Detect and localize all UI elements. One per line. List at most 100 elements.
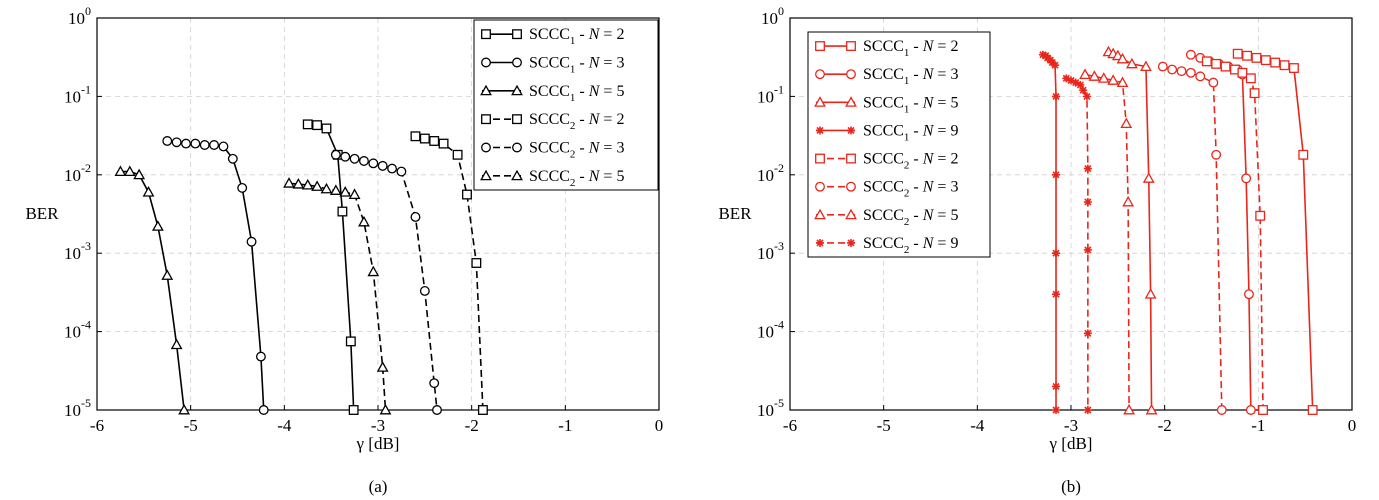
x-tick-label: -5 — [877, 416, 891, 435]
marker-triangle — [311, 180, 324, 191]
marker-star — [1038, 50, 1047, 59]
series-sccc2-n-5 — [283, 177, 392, 415]
series-sccc1-n-2 — [1232, 48, 1318, 415]
marker-square — [1237, 67, 1248, 78]
marker-triangle — [142, 186, 155, 197]
x-tick-label: -4 — [277, 416, 292, 435]
series-line — [1206, 60, 1264, 411]
legend-label: SCCC1 - N = 3 — [529, 55, 624, 76]
marker-triangle — [1142, 172, 1155, 183]
legend-label: SCCC1 - N = 3 — [863, 66, 958, 87]
marker-circle — [1244, 289, 1254, 300]
marker-circle — [377, 160, 388, 171]
legend-label: SCCC2 - N = 2 — [863, 151, 958, 172]
series-sccc1-n-5 — [114, 165, 191, 415]
marker-square — [1307, 405, 1318, 415]
marker-square — [846, 41, 856, 52]
marker-triangle — [283, 177, 295, 188]
marker-square — [481, 29, 491, 40]
marker-square — [1255, 210, 1266, 221]
series-line — [1190, 53, 1252, 411]
marker-star — [1051, 61, 1060, 70]
marker-circle — [227, 153, 238, 164]
marker-circle — [209, 140, 220, 150]
marker-star — [1052, 290, 1061, 299]
chart-panel-b: -6 -5 -4 -3 -2 -1 0 100 10-1 10-2 10-3 10-4 10-5 BER γ… — [718, 4, 1356, 496]
x-tick-label: -2 — [1158, 416, 1172, 435]
marker-square — [1298, 149, 1309, 160]
series-sccc2-n-3 — [330, 149, 442, 415]
legend-label: SCCC2 - N = 2 — [529, 111, 624, 132]
x-tick-label: 0 — [1348, 416, 1357, 435]
marker-circle — [162, 136, 173, 146]
legend-label: SCCC2 - N = 5 — [863, 207, 958, 228]
series-sccc2-n-2 — [1201, 56, 1268, 415]
marker-square — [1279, 60, 1290, 71]
marker-circle — [396, 166, 407, 177]
marker-square — [302, 119, 313, 130]
x-tick-label: -1 — [558, 416, 572, 435]
marker-star — [847, 238, 855, 247]
marker-triangle — [480, 84, 492, 96]
marker-triangle — [170, 338, 183, 350]
x-tick-label: -6 — [90, 416, 104, 435]
series-line — [120, 170, 185, 411]
marker-triangle — [1107, 74, 1120, 85]
marker-triangle — [161, 269, 174, 280]
legend-label: SCCC2 - N = 3 — [529, 140, 624, 161]
marker-triangle — [1123, 403, 1135, 415]
marker-triangle — [301, 178, 314, 190]
marker-star — [847, 126, 855, 135]
marker-circle — [387, 163, 398, 174]
marker-square — [462, 189, 472, 200]
marker-circle — [1185, 67, 1196, 78]
marker-circle — [349, 153, 360, 164]
marker-circle — [1208, 77, 1219, 88]
y-tick-label: 10-3 — [64, 239, 91, 263]
marker-square — [429, 136, 440, 146]
marker-circle — [429, 378, 440, 389]
marker-circle — [246, 236, 257, 247]
marker-square — [1232, 48, 1243, 59]
marker-square — [471, 258, 482, 268]
series-line — [1042, 53, 1057, 410]
legend-label: SCCC1 - N = 2 — [863, 38, 958, 59]
marker-circle — [181, 138, 191, 149]
series-sccc1-n-2 — [302, 119, 359, 415]
marker-triangle — [511, 169, 523, 181]
x-tick-label: -3 — [371, 416, 385, 435]
legend-box — [807, 31, 991, 258]
legend-item: SCCC2 - N = 5 — [480, 168, 624, 189]
marker-square — [1201, 56, 1212, 67]
series-line — [1162, 65, 1223, 411]
series-line — [167, 140, 265, 411]
marker-triangle — [1116, 76, 1129, 88]
marker-square — [846, 153, 856, 164]
y-tick-label: 10-5 — [64, 396, 91, 420]
y-axis-label: BER — [25, 204, 59, 223]
marker-star — [816, 238, 824, 247]
marker-square — [321, 123, 332, 134]
marker-triangle — [1125, 57, 1138, 69]
marker-triangle — [1116, 52, 1129, 64]
marker-star — [1052, 406, 1061, 414]
marker-triangle — [292, 178, 305, 189]
marker-star — [1076, 80, 1085, 89]
marker-circle — [1157, 61, 1168, 72]
marker-square — [452, 149, 463, 160]
marker-star — [1067, 76, 1075, 85]
legend-label: SCCC1 - N = 5 — [529, 83, 624, 104]
marker-triangle — [348, 188, 361, 199]
legend-item: SCCC2 - N = 5 — [814, 207, 958, 228]
marker-triangle — [329, 184, 342, 195]
series-sccc2-n-9 — [1062, 74, 1092, 414]
marker-triangle — [845, 208, 857, 220]
series-sccc1-n-3 — [162, 136, 269, 415]
marker-square — [348, 405, 359, 415]
marker-square — [477, 405, 488, 415]
x-tick-label: 0 — [655, 416, 664, 435]
marker-star — [1083, 164, 1092, 173]
series-sccc1-n-9 — [1038, 50, 1061, 414]
series-sccc1-n-5 — [1102, 45, 1158, 415]
